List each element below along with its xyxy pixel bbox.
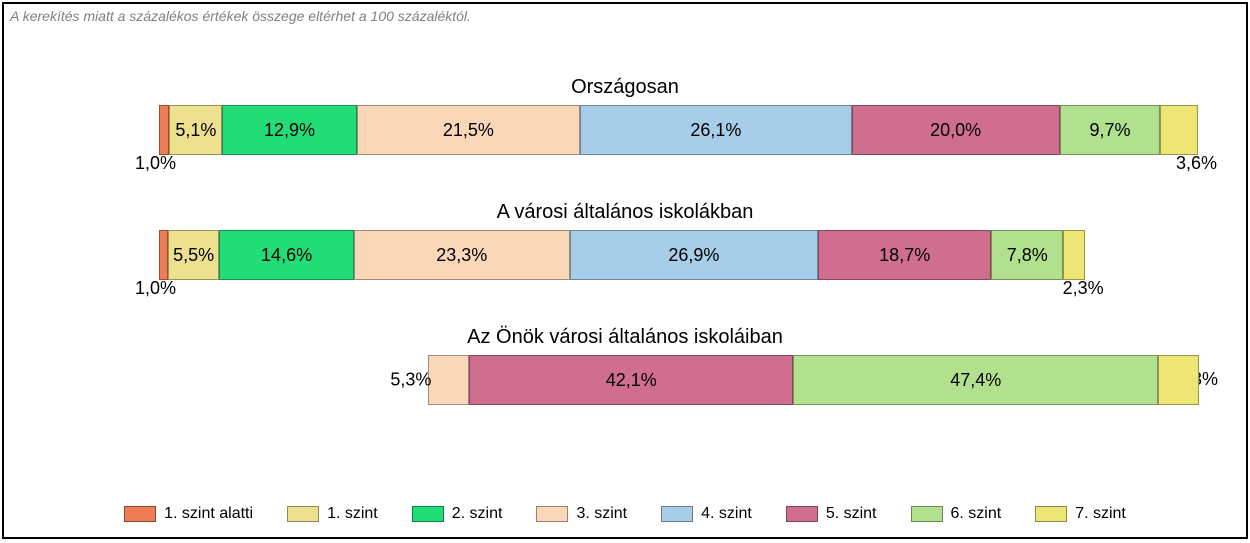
stacked-bar: 5,5% 14,6% 23,3% 26,9% 18,7% 7,8% <box>159 230 1085 280</box>
segment-label: 5,1% <box>175 120 216 141</box>
group-title: Országosan <box>4 76 1246 99</box>
bar-segment <box>1063 230 1084 280</box>
bar-wrap: 1,0%2,3%5,5%14,6%23,3%26,9%18,7%7,8% <box>4 230 1246 280</box>
legend-swatch <box>911 506 943 522</box>
bar-segment: 26,1% <box>580 105 851 155</box>
legend-item: 3. szint <box>536 505 627 523</box>
rounding-note: A kerekítés miatt a százalékos értékek ö… <box>10 8 471 24</box>
bar-segment: 23,3% <box>354 230 569 280</box>
legend-swatch <box>786 506 818 522</box>
bar-wrap: 1,0%3,6%5,1%12,9%21,5%26,1%20,0%9,7% <box>4 105 1246 155</box>
bar-wrap: 5,3%5,3% 42,1% 47,4% <box>4 355 1246 405</box>
segment-label: 12,9% <box>264 120 315 141</box>
legend-swatch <box>287 506 319 522</box>
legend-swatch <box>661 506 693 522</box>
group-title: A városi általános iskolákban <box>4 201 1246 224</box>
legend: 1. szint alatti 1. szint 2. szint 3. szint 4… <box>4 505 1246 523</box>
segment-label-outside: 1,0% <box>135 278 176 299</box>
charts-area: Országosan 1,0% 3,6% 5,1% 12,9% 21,5% 26,1% 20,… <box>4 76 1246 437</box>
stacked-bar: 5,3% 42,1% 47,4% <box>428 355 1199 405</box>
segment-label: 7,8% <box>1007 245 1048 266</box>
legend-swatch <box>536 506 568 522</box>
legend-item: 6. szint <box>911 505 1002 523</box>
legend-swatch <box>412 506 444 522</box>
legend-label: 7. szint <box>1075 505 1126 523</box>
legend-label: 6. szint <box>951 505 1002 523</box>
legend-item: 5. szint <box>786 505 877 523</box>
bar-segment: 5,3% <box>428 355 469 405</box>
bar-segment: 5,5% <box>168 230 219 280</box>
segment-label: 21,5% <box>443 120 494 141</box>
segment-label-outside: 3,6% <box>1176 153 1217 174</box>
segment-label: 9,7% <box>1090 120 1131 141</box>
bar-segment: 21,5% <box>357 105 581 155</box>
legend-swatch <box>124 506 156 522</box>
legend-item: 1. szint <box>287 505 378 523</box>
segment-label: 42,1% <box>606 370 657 391</box>
legend-label: 1. szint alatti <box>164 505 253 523</box>
segment-label: 23,3% <box>436 245 487 266</box>
legend-label: 5. szint <box>826 505 877 523</box>
chart-group: A városi általános iskolákban1,0%2,3%5,5… <box>4 201 1246 294</box>
bar-segment: 5,1% <box>169 105 222 155</box>
chart-frame: A kerekítés miatt a százalékos értékek ö… <box>2 2 1248 539</box>
bar-segment <box>1160 105 1197 155</box>
segment-label: 47,4% <box>950 370 1001 391</box>
segment-label-outside: 1,0% <box>135 153 176 174</box>
segment-label: 20,0% <box>930 120 981 141</box>
segment-label: 5,3% <box>390 370 431 391</box>
legend-label: 2. szint <box>452 505 503 523</box>
bar-segment: 7,8% <box>991 230 1063 280</box>
legend-item: 4. szint <box>661 505 752 523</box>
legend-label: 4. szint <box>701 505 752 523</box>
segment-label: 26,9% <box>668 245 719 266</box>
bar-segment: 12,9% <box>222 105 356 155</box>
segment-label: 14,6% <box>261 245 312 266</box>
segment-label: 18,7% <box>879 245 930 266</box>
legend-item: 7. szint <box>1035 505 1126 523</box>
segment-label: 5,5% <box>173 245 214 266</box>
bar-segment: 20,0% <box>852 105 1060 155</box>
segment-label-outside: 2,3% <box>1063 278 1104 299</box>
legend-label: 3. szint <box>576 505 627 523</box>
legend-swatch <box>1035 506 1067 522</box>
stacked-bar: 5,1% 12,9% 21,5% 26,1% 20,0% 9,7% <box>159 105 1198 155</box>
bar-segment: 26,9% <box>570 230 819 280</box>
legend-item: 2. szint <box>412 505 503 523</box>
segment-label: 26,1% <box>690 120 741 141</box>
bar-segment <box>159 230 168 280</box>
chart-group: Az Önök városi általános iskoláiban 5,3%5… <box>4 326 1246 405</box>
legend-item: 1. szint alatti <box>124 505 253 523</box>
bar-segment: 42,1% <box>469 355 793 405</box>
bar-segment: 18,7% <box>818 230 991 280</box>
bar-segment: 47,4% <box>793 355 1158 405</box>
legend-label: 1. szint <box>327 505 378 523</box>
chart-group: Országosan1,0%3,6%5,1%12,9%21,5%26,1%20,… <box>4 76 1246 169</box>
bar-segment <box>159 105 169 155</box>
bar-segment: 9,7% <box>1060 105 1161 155</box>
bar-segment <box>1158 355 1199 405</box>
group-title: Az Önök városi általános iskoláiban <box>4 326 1246 349</box>
bar-segment: 14,6% <box>219 230 354 280</box>
